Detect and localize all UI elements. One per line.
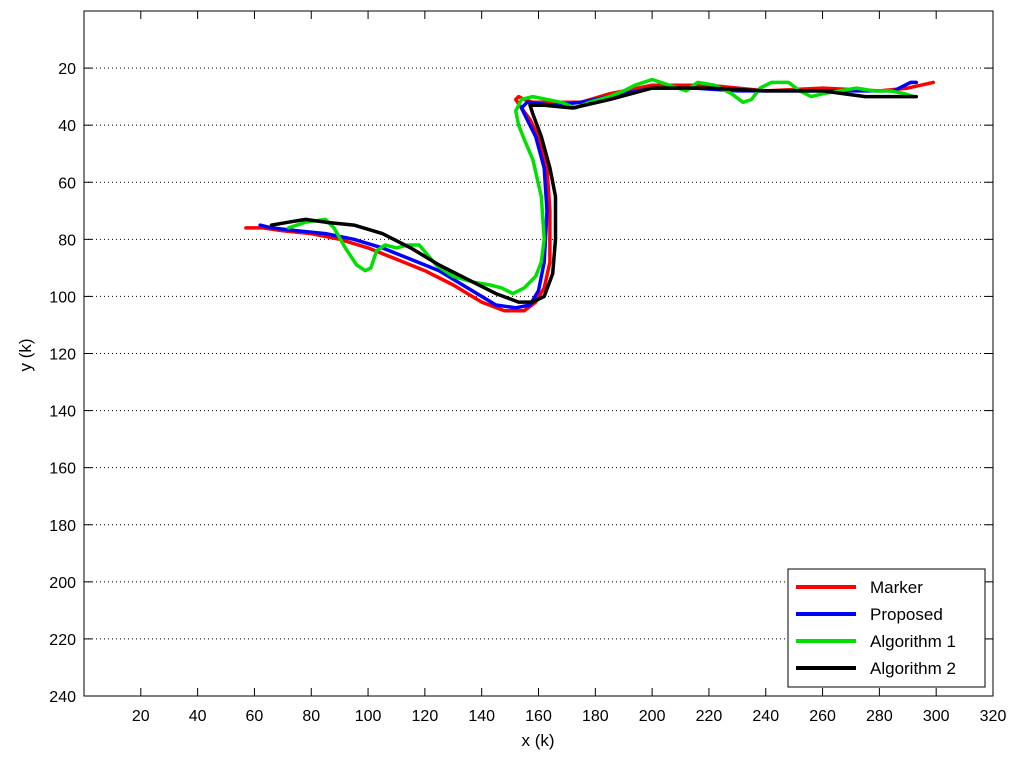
x-tick-label: 320 bbox=[980, 708, 1007, 725]
y-tick-label: 200 bbox=[49, 575, 76, 592]
y-tick-label: 120 bbox=[49, 347, 76, 364]
x-tick-label: 220 bbox=[696, 708, 723, 725]
x-tick-label: 300 bbox=[923, 708, 950, 725]
x-tick-label: 240 bbox=[752, 708, 779, 725]
y-tick-label: 80 bbox=[58, 232, 76, 249]
x-tick-label: 100 bbox=[355, 708, 382, 725]
x-tick-label: 260 bbox=[809, 708, 836, 725]
y-tick-label: 180 bbox=[49, 518, 76, 535]
legend: Marker Proposed Algorithm 1 Algorithm 2 bbox=[787, 568, 986, 688]
legend-label: Marker bbox=[870, 578, 923, 597]
x-tick-label: 280 bbox=[866, 708, 893, 725]
x-tick-label: 180 bbox=[582, 708, 609, 725]
y-tick-label: 40 bbox=[58, 118, 76, 135]
x-tick-label: 160 bbox=[525, 708, 552, 725]
x-tick-label: 40 bbox=[189, 708, 207, 725]
x-tick-label: 120 bbox=[412, 708, 439, 725]
y-axis-label: y (k) bbox=[16, 338, 35, 371]
y-tick-label: 220 bbox=[49, 632, 76, 649]
series-line-3 bbox=[269, 86, 919, 304]
x-axis-label: x (k) bbox=[521, 731, 554, 750]
x-tick-label: 80 bbox=[302, 708, 320, 725]
y-tick-label: 240 bbox=[49, 689, 76, 706]
y-tick-label: 160 bbox=[49, 461, 76, 478]
x-tick-label: 140 bbox=[468, 708, 495, 725]
legend-label: Algorithm 1 bbox=[870, 632, 956, 651]
y-tick-label: 140 bbox=[49, 404, 76, 421]
x-tick-label: 60 bbox=[246, 708, 264, 725]
x-tick-label: 200 bbox=[639, 708, 666, 725]
y-axis-ticks: 20 40 60 80 100 120 140 160 180 200 220 240 bbox=[49, 61, 993, 706]
legend-label: Algorithm 2 bbox=[870, 659, 956, 678]
y-tick-label: 20 bbox=[58, 61, 76, 78]
legend-label: Proposed bbox=[870, 605, 943, 624]
y-tick-label: 60 bbox=[58, 175, 76, 192]
series-line-0 bbox=[244, 80, 936, 313]
y-tick-label: 100 bbox=[49, 289, 76, 306]
series-line-2 bbox=[286, 77, 916, 296]
x-axis-ticks: 20 40 60 80 100 120 140 160 180 200 220 240 260 280 30… bbox=[132, 11, 1007, 725]
series-lines bbox=[244, 77, 936, 313]
x-tick-label: 20 bbox=[132, 708, 150, 725]
